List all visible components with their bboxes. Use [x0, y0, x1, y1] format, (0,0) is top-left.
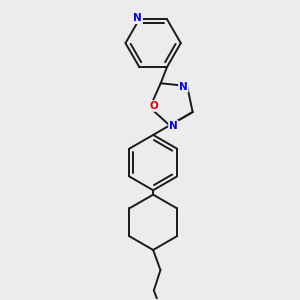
Text: N: N: [134, 13, 142, 23]
Text: O: O: [149, 101, 158, 111]
Text: N: N: [169, 121, 178, 131]
Text: N: N: [179, 82, 188, 92]
